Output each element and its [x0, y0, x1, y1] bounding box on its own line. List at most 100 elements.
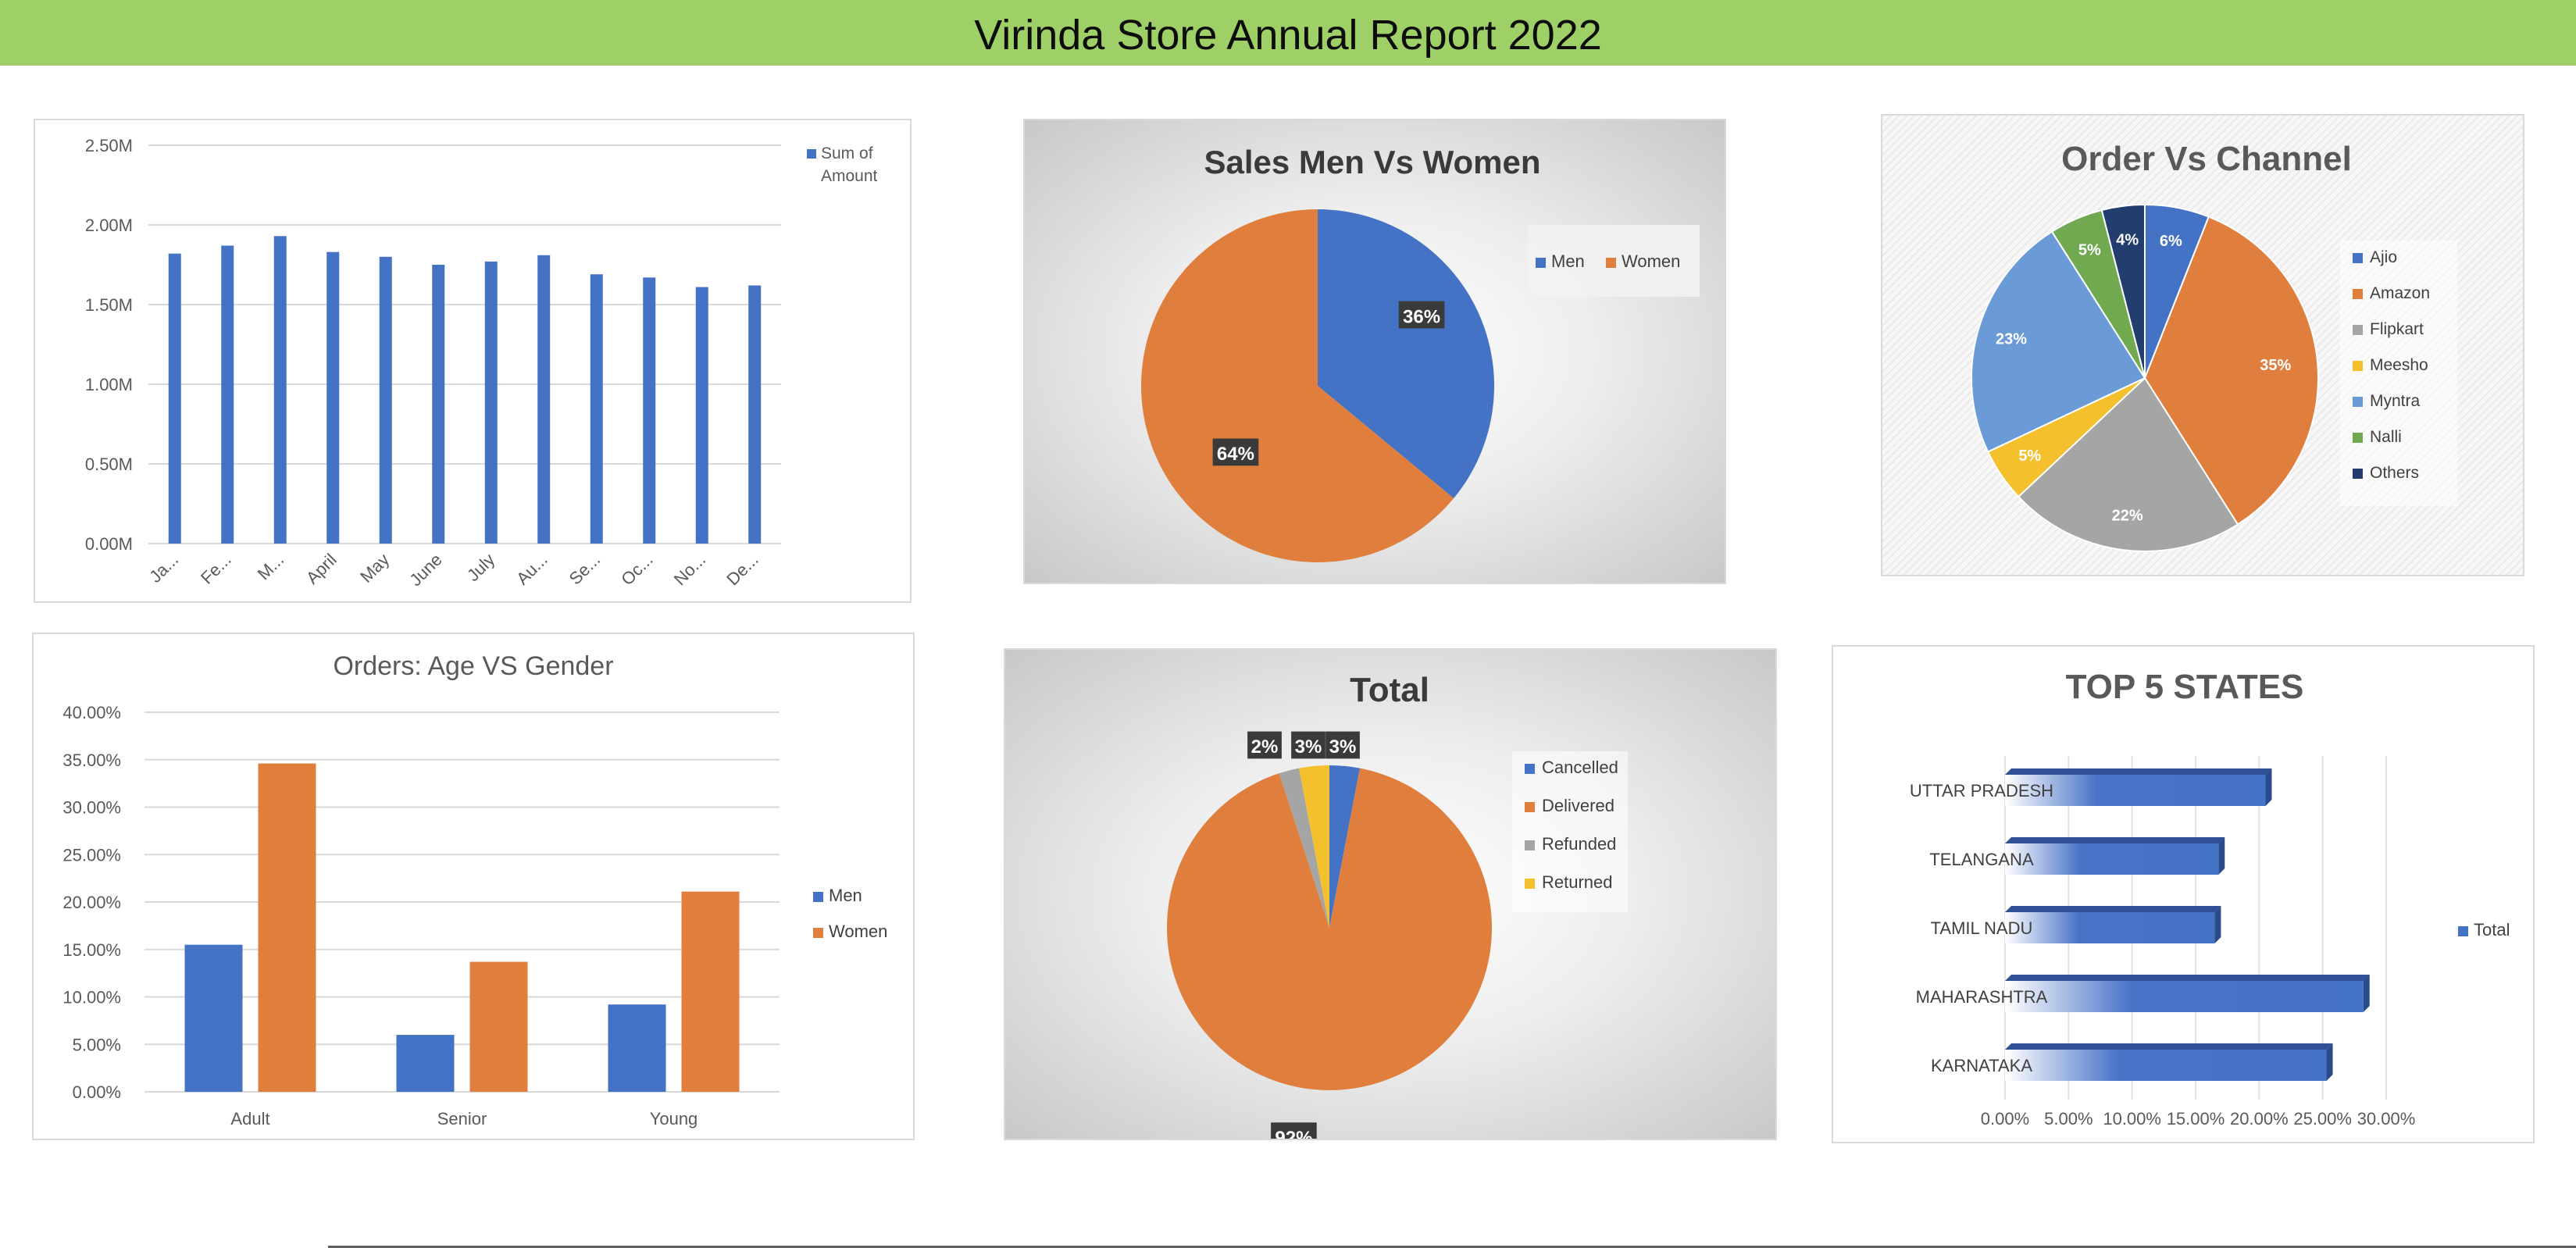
x-tick-label: 5.00%	[2044, 1109, 2093, 1129]
bar	[608, 1004, 666, 1092]
bar	[748, 285, 762, 544]
y-tick-label: 5.00%	[73, 1035, 121, 1054]
bar-top	[2005, 768, 2272, 775]
data-label: 23%	[1996, 330, 2027, 348]
bar	[590, 274, 603, 544]
y-tick-label: TELANGANA	[1929, 850, 2034, 869]
bar	[396, 1035, 455, 1092]
bar	[2005, 843, 2219, 875]
sheet-bottom-border	[328, 1246, 2576, 1248]
legend-swatch	[2353, 469, 2363, 479]
bar-top	[2005, 975, 2370, 981]
bar	[184, 944, 243, 1092]
x-tick-label: Senior	[437, 1109, 487, 1129]
pie-slice	[1329, 765, 1360, 928]
x-tick-label: 15.00%	[2167, 1109, 2225, 1129]
order-status-svg: Total 92% 2% 3% 3% Cancelled Delivered Refunded…	[1167, 671, 1628, 1139]
sales-men-women-svg: Sales Men Vs Women 36% 64% Men Women	[1141, 144, 1700, 562]
x-tick-label: April	[302, 550, 341, 588]
x-tick-label: Se...	[566, 550, 605, 589]
x-tick-label: M...	[254, 550, 288, 584]
bar	[221, 245, 234, 544]
monthly-sales-svg: 0.00M 0.50M 1.00M 1.50M 2.00M 2.50M Ja... Fe...…	[85, 136, 878, 590]
y-tick-label: 40.00%	[62, 703, 121, 722]
bar-side	[2218, 837, 2225, 875]
chart-title: Sales Men Vs Women	[1204, 144, 1540, 180]
y-tick-label: KARNATAKA	[1931, 1056, 2032, 1075]
bar	[2005, 1050, 2327, 1081]
legend-swatch	[813, 892, 823, 902]
legend-label: Amount	[821, 167, 878, 185]
y-tick-label: 35.00%	[62, 751, 121, 770]
x-tick-label: May	[356, 550, 393, 587]
data-label: 64%	[1217, 444, 1254, 465]
data-label: 3%	[1329, 736, 1357, 758]
x-tick-label: 10.00%	[2103, 1109, 2161, 1129]
data-label: 92%	[1275, 1128, 1312, 1139]
legend-label: Women	[829, 922, 887, 941]
y-tick-label: 0.50M	[85, 455, 133, 474]
x-tick-label: De...	[722, 550, 762, 590]
data-label: 35%	[2260, 357, 2291, 374]
x-tick-label: 0.00%	[1981, 1109, 2029, 1129]
legend-swatch	[2353, 253, 2363, 263]
pie-slice	[1318, 209, 1494, 499]
legend-swatch	[807, 149, 816, 159]
legend-label: Refunded	[1542, 834, 1616, 854]
pie-slice	[2143, 216, 2319, 526]
legend-swatch	[2353, 433, 2363, 443]
legend-swatch	[1525, 764, 1535, 774]
legend-swatch	[2353, 325, 2363, 335]
pie-slice	[1279, 768, 1329, 928]
legend-label: Ajio	[2370, 248, 2397, 266]
legend-label: Others	[2370, 464, 2419, 482]
pie-slice	[1167, 768, 1492, 1090]
legend-label: Delivered	[1542, 796, 1614, 815]
bar	[379, 256, 392, 544]
y-tick-label: 0.00M	[85, 534, 133, 554]
bar	[258, 763, 316, 1092]
y-tick-label: UTTAR PRADESH	[1910, 781, 2053, 801]
bar	[537, 255, 551, 544]
order-status-chart: Total 92% 2% 3% 3% Cancelled Delivered Refunded…	[1004, 648, 1777, 1140]
legend-swatch	[1525, 802, 1535, 812]
y-tick-label: 2.00M	[85, 216, 133, 235]
bar	[695, 287, 708, 544]
x-tick-label: Au...	[512, 550, 551, 589]
x-tick-label: Ja...	[145, 550, 182, 587]
bar-top	[2005, 837, 2225, 843]
data-label: 36%	[1403, 306, 1440, 327]
legend-label: Nalli	[2370, 428, 2402, 446]
y-tick-label: TAMIL NADU	[1931, 918, 2033, 938]
legend-label: Amazon	[2370, 284, 2430, 302]
legend-swatch	[2353, 361, 2363, 371]
data-label: 3%	[1295, 736, 1322, 758]
age-gender-chart: Orders: Age VS Gender 0.00% 5.00% 10.00% 15.…	[32, 633, 915, 1140]
legend-swatch	[1606, 258, 1616, 268]
legend-label: Flipkart	[2370, 320, 2424, 338]
bar	[2005, 981, 2364, 1012]
data-label-box	[1291, 731, 1325, 759]
bar-top	[2005, 906, 2221, 912]
x-tick-label: 20.00%	[2230, 1109, 2289, 1129]
chart-title: Orders: Age VS Gender	[333, 651, 613, 681]
y-tick-label: 2.50M	[85, 136, 133, 155]
order-channel-svg: Order Vs Channel 6% 35% 22% 5% 23% 5% 4% Ajio Ama…	[1971, 140, 2457, 552]
bar	[643, 277, 656, 544]
sales-men-women-chart: Sales Men Vs Women 36% 64% Men Women	[1023, 119, 1726, 584]
data-label-box	[1247, 731, 1282, 759]
data-label-box	[1398, 301, 1445, 329]
legend-label: Sum of	[821, 144, 873, 162]
legend-box	[2340, 241, 2457, 506]
x-tick-label: Oc...	[617, 550, 657, 590]
y-tick-label: 15.00%	[62, 940, 121, 960]
data-label: 4%	[2116, 231, 2139, 248]
bar	[432, 265, 445, 544]
top-states-chart: TOP 5 STATES 0.00% 5.00% 10.00% 15.00% 20.00%…	[1832, 645, 2535, 1143]
bar-side	[2326, 1043, 2333, 1081]
legend-swatch	[1525, 840, 1535, 850]
x-tick-label: 25.00%	[2293, 1109, 2352, 1129]
data-label: 5%	[2018, 447, 2041, 465]
bar	[681, 891, 740, 1092]
y-tick-label: 0.00%	[73, 1082, 121, 1102]
